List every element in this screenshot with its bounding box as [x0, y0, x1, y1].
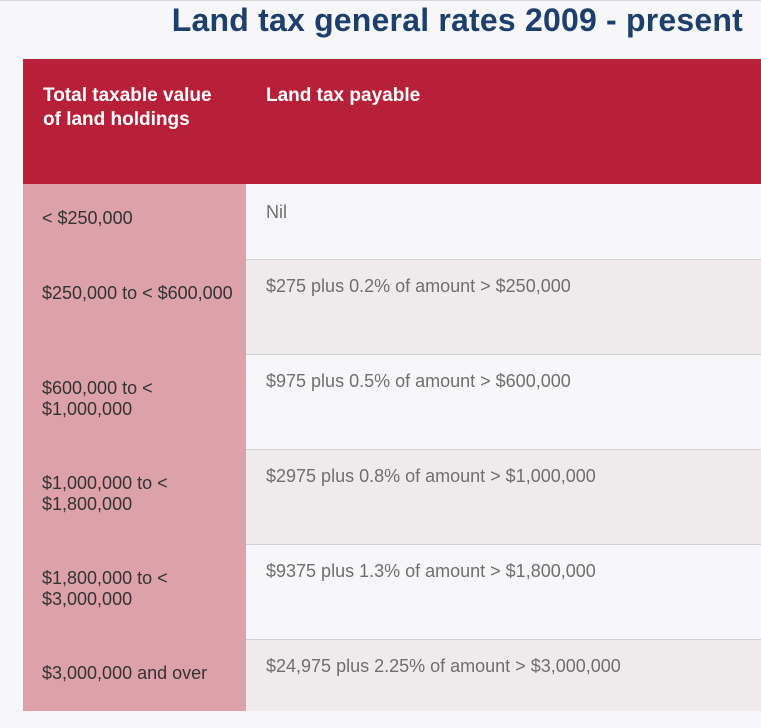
taxable-value-cell: $3,000,000 and over — [23, 639, 246, 711]
taxable-value-cell: < $250,000 — [23, 184, 246, 259]
taxable-value-cell: $600,000 to < $1,000,000 — [23, 354, 246, 449]
tax-payable-cell: $975 plus 0.5% of amount > $600,000 — [246, 353, 761, 449]
table-header-row: Total taxable value of land holdings Lan… — [23, 59, 761, 184]
taxable-value-cell: $250,000 to < $600,000 — [23, 259, 246, 354]
table-row: $3,000,000 and over $24,975 plus 2.25% o… — [23, 638, 761, 711]
table-row: $1,000,000 to < $1,800,000 $2975 plus 0.… — [23, 448, 761, 544]
tax-payable-cell: $9375 plus 1.3% of amount > $1,800,000 — [246, 543, 761, 639]
taxable-value-cell: $1,000,000 to < $1,800,000 — [23, 449, 246, 544]
page-title: Land tax general rates 2009 - present — [171, 2, 743, 38]
table-row: $250,000 to < $600,000 $275 plus 0.2% of… — [23, 258, 761, 354]
taxable-value-cell: $1,800,000 to < $3,000,000 — [23, 544, 246, 639]
tax-payable-cell: Nil — [246, 184, 761, 259]
tax-payable-cell: $24,975 plus 2.25% of amount > $3,000,00… — [246, 638, 761, 711]
table-row: < $250,000 Nil — [23, 184, 761, 259]
table-row: $600,000 to < $1,000,000 $975 plus 0.5% … — [23, 353, 761, 449]
tax-payable-cell: $2975 plus 0.8% of amount > $1,000,000 — [246, 448, 761, 544]
land-tax-rates-table-container: Total taxable value of land holdings Lan… — [23, 59, 761, 711]
top-divider — [0, 0, 761, 1]
header-tax-payable: Land tax payable — [246, 59, 761, 184]
table-row: $1,800,000 to < $3,000,000 $9375 plus 1.… — [23, 543, 761, 639]
header-taxable-value: Total taxable value of land holdings — [23, 59, 246, 184]
land-tax-rates-table: Total taxable value of land holdings Lan… — [23, 59, 761, 711]
tax-payable-cell: $275 plus 0.2% of amount > $250,000 — [246, 258, 761, 354]
